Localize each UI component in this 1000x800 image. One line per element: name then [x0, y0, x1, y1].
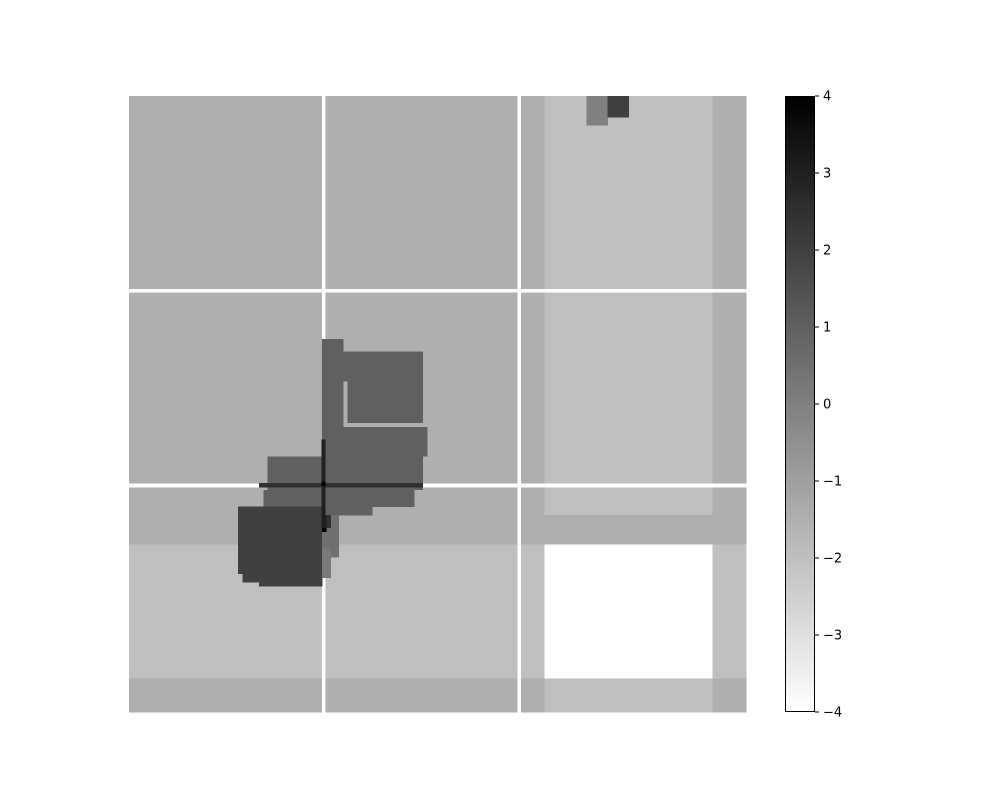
- heatmap-background-block: [712, 544, 747, 679]
- heatmap-background-block: [322, 96, 516, 306]
- heatmap-background-block: [544, 305, 713, 516]
- heatmap-background-block: [322, 544, 516, 679]
- heatmap-separator-line: [517, 96, 521, 713]
- heatmap-region-cell: [326, 515, 331, 528]
- heatmap-background-block: [712, 678, 747, 713]
- colorbar-tick-label: 0: [823, 398, 831, 413]
- heatmap-overlay-line: [259, 483, 424, 488]
- heatmap-background-block: [712, 515, 747, 545]
- colorbar-tick-label: −2: [823, 552, 842, 567]
- colorbar-tick-label: −3: [823, 629, 842, 644]
- heatmap-region-cell: [322, 548, 331, 579]
- colorbar: 4 3 2 1 0 −1 −2 −3 −4: [785, 90, 842, 721]
- heatmap-separator-line: [129, 483, 747, 488]
- heatmap-region-cell: [259, 582, 323, 587]
- colorbar-tick-label: 1: [823, 321, 831, 336]
- heatmap-region-cell: [322, 427, 428, 457]
- colorbar-frame: [785, 96, 815, 712]
- heatmap-background-block: [129, 678, 323, 713]
- heatmap-region-cell: [607, 96, 629, 118]
- colorbar-gradient-bar: [785, 96, 815, 712]
- heatmap-separator-line: [129, 288, 747, 293]
- heatmap-background-block: [322, 515, 516, 545]
- colorbar-tick-label: −1: [823, 475, 842, 490]
- colorbar-tick-label: −4: [823, 706, 842, 721]
- colorbar-tick-label: 3: [823, 167, 831, 182]
- heatmap-background-block: [712, 305, 747, 516]
- heatmap-background-block: [544, 515, 713, 545]
- heatmap-background-block: [712, 96, 747, 306]
- heatmap-overlay-point: [321, 481, 326, 487]
- heatmap-background-block: [544, 544, 713, 679]
- heatmap-region-cell: [372, 385, 424, 419]
- heatmap-background-block: [544, 96, 713, 306]
- colorbar-tick-label: 4: [823, 90, 831, 105]
- heatmap-background-block: [322, 678, 516, 713]
- heatmap-region-cell: [322, 527, 327, 533]
- heatmap-region-cell: [263, 489, 415, 507]
- heatmap-background-block: [544, 678, 713, 713]
- heatmap-background-block: [129, 96, 323, 306]
- colorbar-tick-label: 2: [823, 244, 831, 259]
- heatmap-region-cell: [242, 573, 323, 583]
- heatmap-region-cell: [238, 506, 323, 575]
- heatmap-plot-area: [129, 96, 747, 713]
- heatmap-region-cell: [586, 96, 608, 126]
